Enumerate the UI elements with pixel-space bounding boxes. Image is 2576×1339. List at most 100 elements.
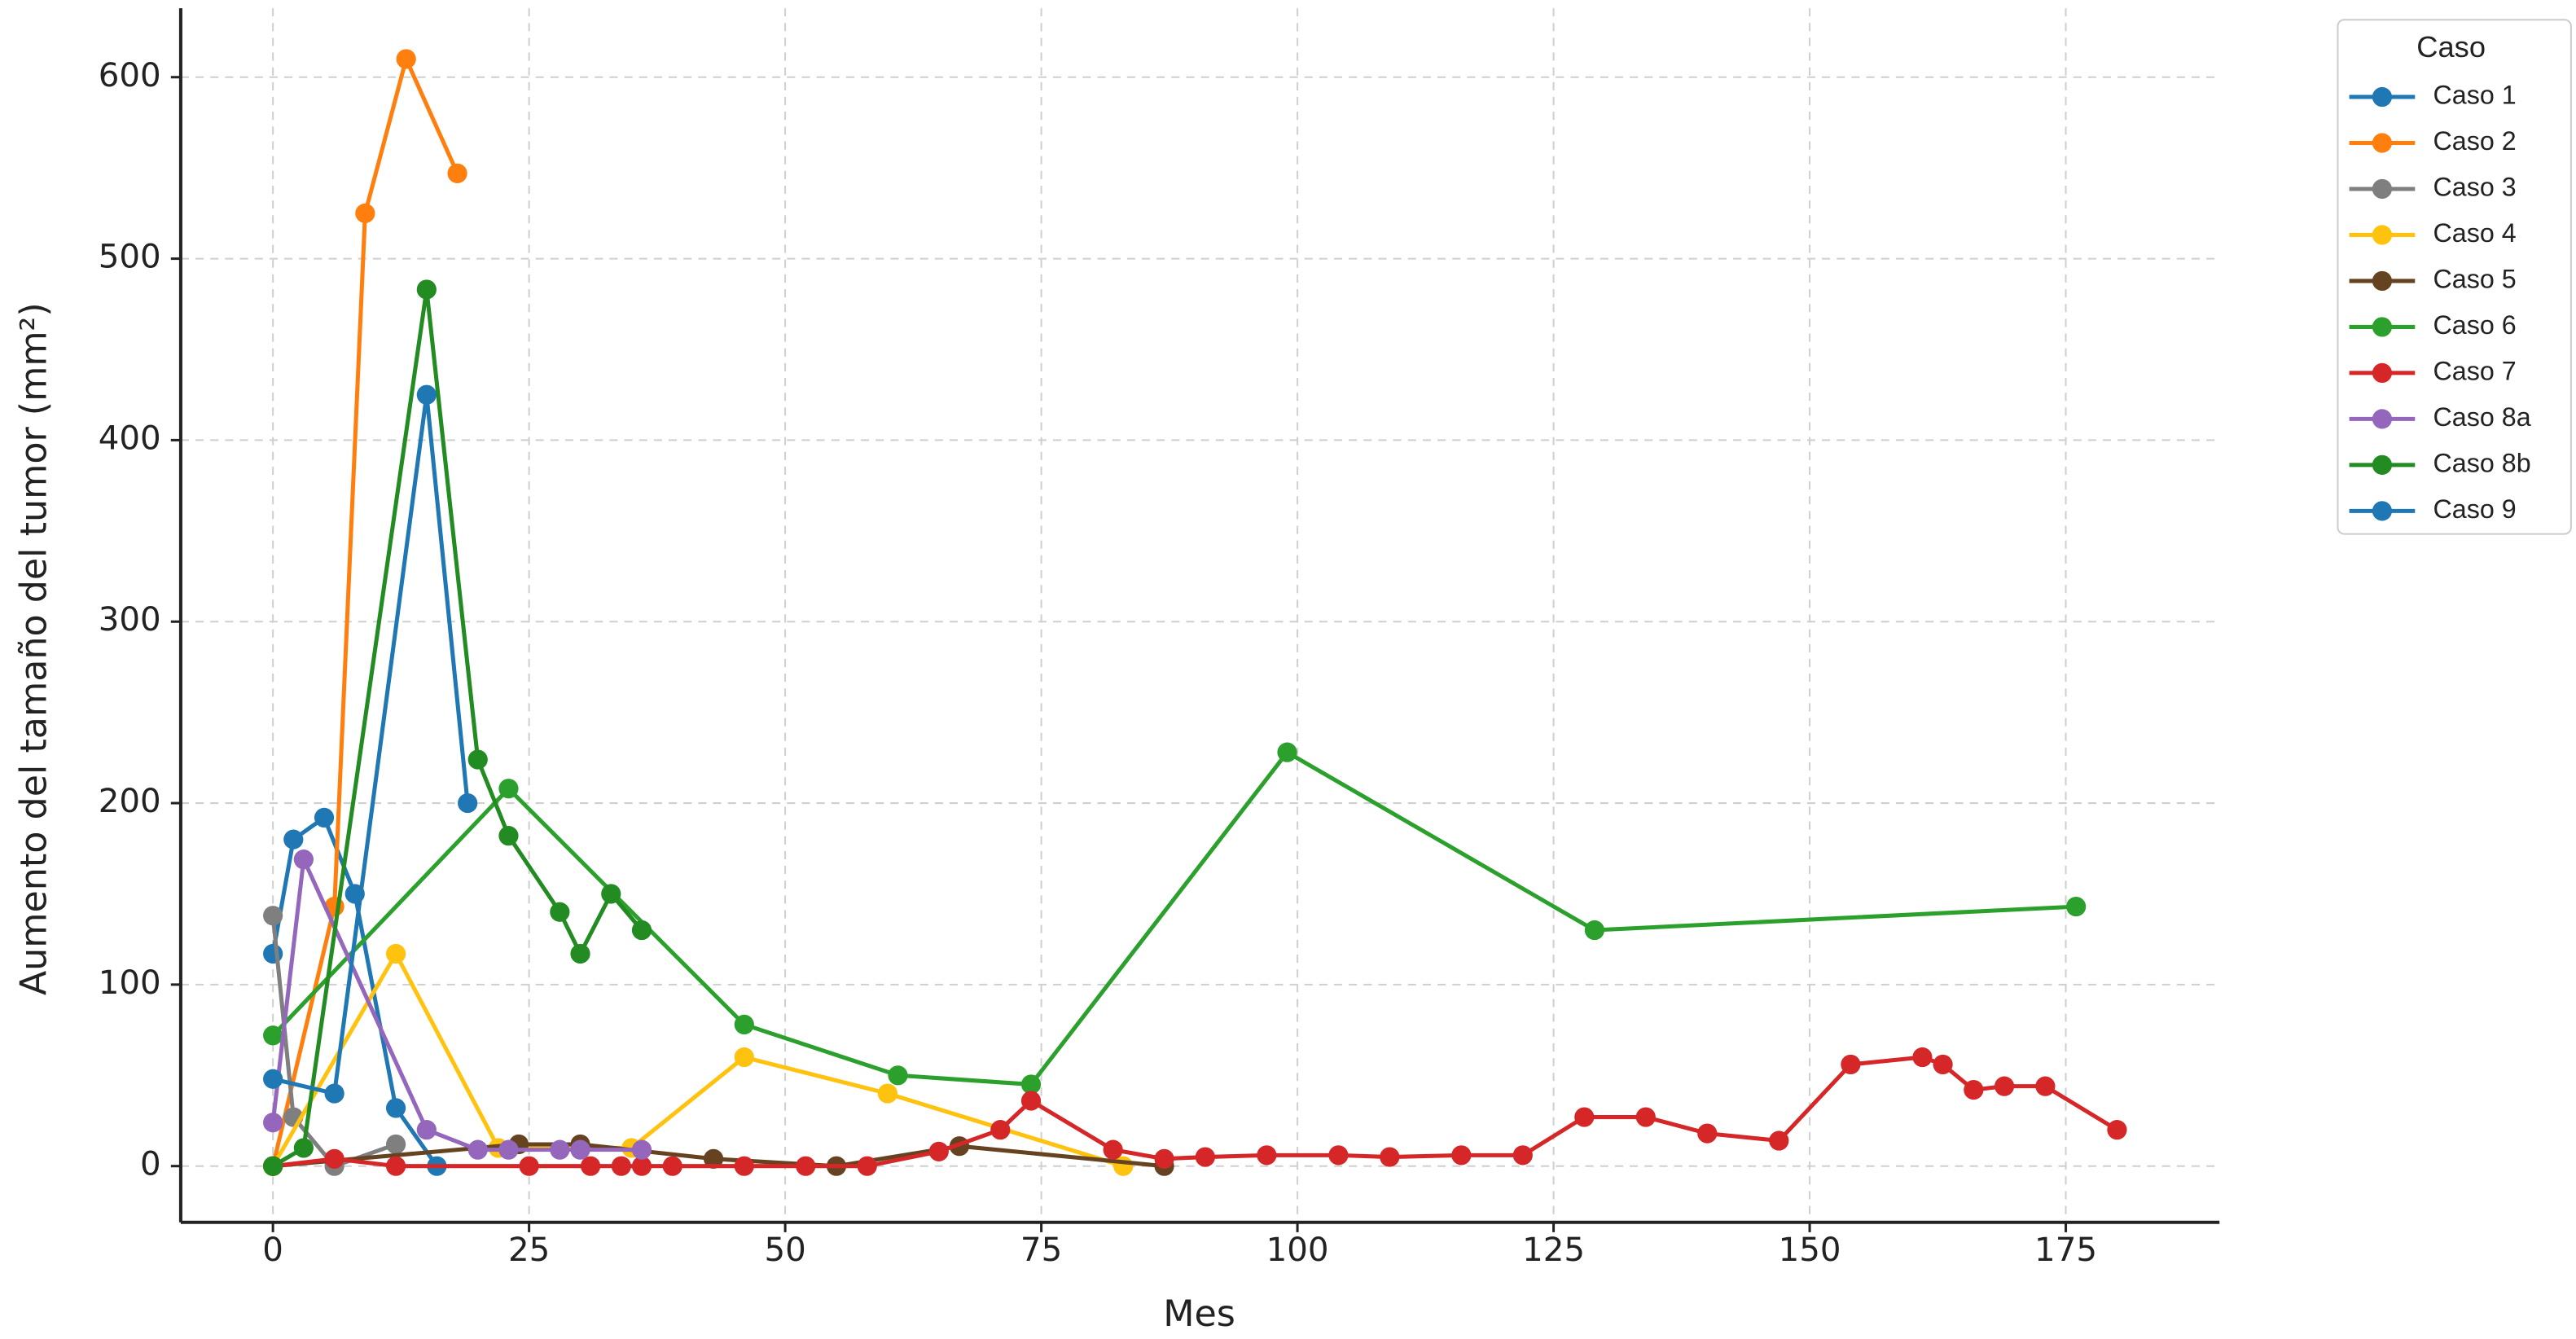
data-point	[467, 1139, 488, 1160]
x-tick-label: 175	[2034, 1231, 2097, 1269]
legend-label: Caso 5	[2433, 264, 2516, 293]
x-tick-label: 125	[1522, 1231, 1585, 1269]
data-point	[1195, 1147, 1215, 1167]
y-tick-label: 200	[99, 782, 161, 820]
data-point	[263, 906, 283, 926]
x-tick-label: 100	[1266, 1231, 1329, 1269]
data-point	[611, 1156, 631, 1176]
data-point	[385, 943, 406, 964]
data-point	[396, 49, 416, 69]
legend-box	[2337, 19, 2572, 535]
data-point	[1512, 1145, 1533, 1166]
data-point	[1964, 1080, 1984, 1100]
data-point	[1574, 1107, 1595, 1127]
data-point	[458, 792, 478, 814]
data-point	[928, 1141, 949, 1161]
data-point	[1020, 1091, 1042, 1111]
data-point	[1841, 1054, 1861, 1075]
data-point	[283, 829, 304, 849]
data-point	[314, 807, 335, 828]
x-tick-label: 25	[508, 1231, 550, 1269]
data-point	[601, 884, 621, 904]
legend-label: Caso 7	[2433, 356, 2516, 385]
data-point	[1380, 1147, 1400, 1167]
legend-label: Caso 6	[2433, 310, 2516, 340]
data-point	[355, 203, 375, 223]
data-point	[263, 1025, 283, 1046]
legend-label: Caso 4	[2433, 218, 2516, 248]
legend-label: Caso 1	[2433, 81, 2516, 110]
data-point	[888, 1065, 908, 1086]
data-point	[631, 1139, 652, 1160]
data-point	[263, 1113, 283, 1133]
data-point	[857, 1156, 877, 1176]
data-point	[1697, 1123, 1718, 1144]
data-point	[2107, 1120, 2127, 1140]
series-line	[271, 287, 643, 1168]
data-point	[263, 943, 283, 964]
data-point	[1635, 1107, 1656, 1127]
data-point	[385, 1098, 406, 1118]
legend-title: Caso	[2416, 30, 2486, 64]
data-point	[734, 1014, 754, 1035]
data-point	[580, 1156, 601, 1176]
y-axis-label: Aumento del tamaño del tumor (mm²)	[13, 302, 55, 995]
legend-marker	[2372, 409, 2393, 429]
data-point	[263, 1069, 283, 1089]
series-line	[270, 915, 397, 1169]
legend-marker	[2372, 270, 2393, 292]
data-point	[519, 1156, 539, 1176]
data-point	[877, 1083, 898, 1104]
data-point	[631, 1156, 652, 1176]
legend-marker	[2372, 225, 2393, 245]
series-line	[270, 56, 459, 1167]
data-point	[570, 943, 590, 964]
y-tick-label: 600	[99, 56, 161, 94]
x-tick-label: 75	[1020, 1231, 1062, 1269]
data-point	[2066, 896, 2087, 917]
legend-label: Caso 8b	[2433, 448, 2530, 477]
x-tick-label: 50	[764, 1231, 805, 1269]
data-point	[467, 749, 488, 770]
data-point	[385, 1134, 406, 1155]
data-point	[1257, 1145, 1277, 1166]
data-point	[498, 1139, 519, 1160]
data-point	[385, 1156, 406, 1176]
data-point	[498, 826, 519, 846]
y-tick-label: 300	[99, 600, 161, 639]
data-point	[293, 1138, 314, 1158]
y-tick-label: 500	[99, 238, 161, 276]
data-point	[703, 1148, 724, 1169]
data-point	[1154, 1148, 1174, 1169]
data-point	[570, 1139, 590, 1160]
data-point	[416, 1120, 437, 1140]
data-point	[1769, 1130, 1789, 1151]
data-point	[416, 279, 437, 300]
legend-marker	[2372, 86, 2393, 108]
data-point	[734, 1047, 754, 1068]
data-point	[1933, 1054, 1953, 1075]
data-point	[734, 1156, 754, 1176]
data-point	[416, 384, 437, 405]
data-point	[1103, 1139, 1123, 1160]
data-point	[324, 1083, 344, 1104]
data-point	[990, 1120, 1011, 1140]
data-point	[1912, 1047, 1933, 1068]
series-line	[271, 750, 2077, 1087]
legend-label: Caso 2	[2433, 126, 2516, 156]
data-point	[263, 1156, 283, 1176]
legend-label: Caso 9	[2433, 494, 2516, 524]
legend-label: Caso 8a	[2433, 402, 2530, 432]
legend-marker	[2372, 362, 2393, 384]
data-point	[447, 163, 467, 183]
legend-marker	[2372, 317, 2393, 337]
data-point	[1328, 1145, 1349, 1166]
legend-marker	[2372, 454, 2393, 475]
data-point	[1113, 1156, 1134, 1176]
x-tick-label: 150	[1779, 1231, 1841, 1269]
data-point	[498, 779, 519, 799]
data-point	[1020, 1074, 1042, 1095]
data-point	[1584, 920, 1604, 941]
data-point	[2035, 1076, 2056, 1096]
